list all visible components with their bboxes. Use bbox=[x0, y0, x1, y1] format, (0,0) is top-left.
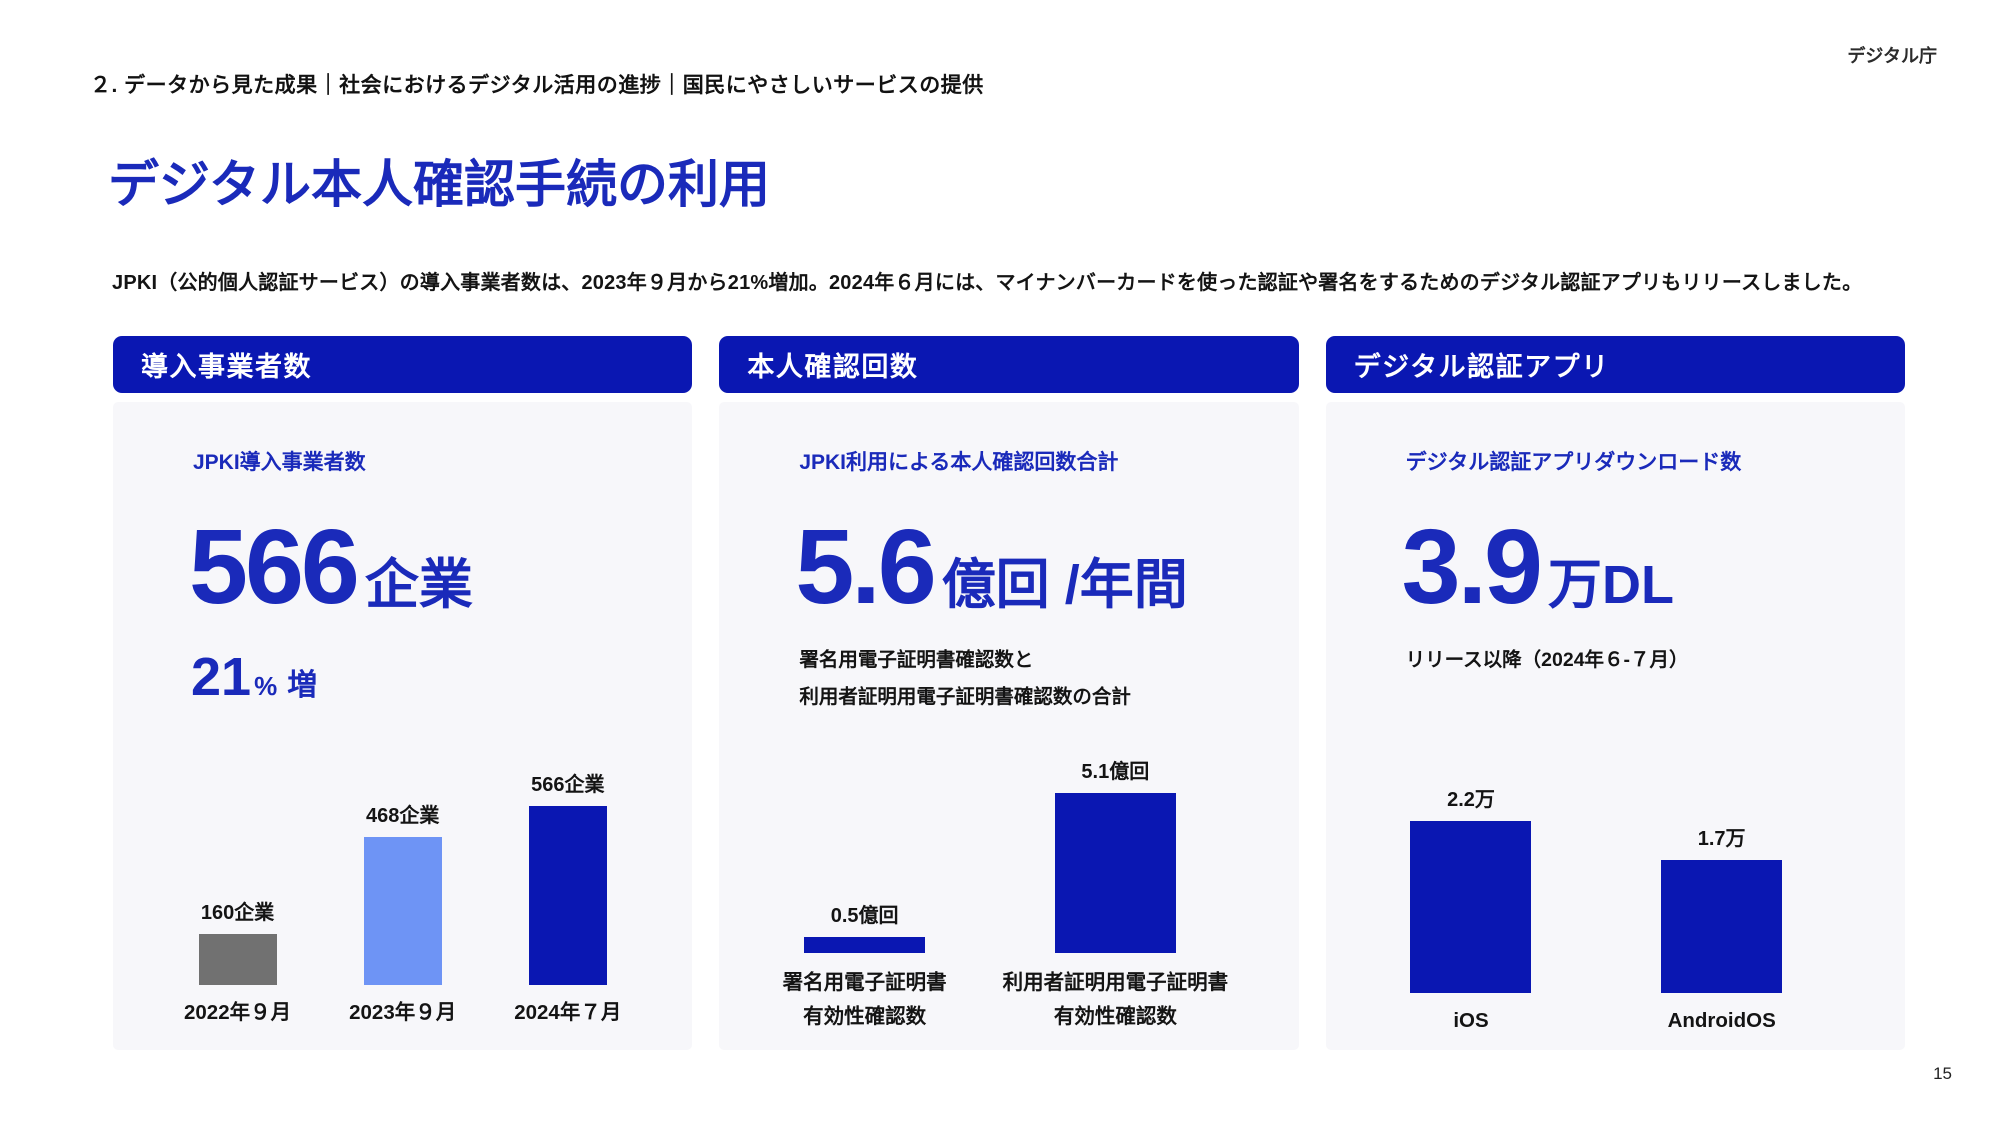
bar-value-label: 1.7万 bbox=[1697, 827, 1746, 850]
kpi-verifications: 5.6 億回 /年間 bbox=[795, 514, 1187, 620]
card-header-providers: 導入事業者数 bbox=[113, 336, 693, 393]
bar-category-label: 利用者証明用電子証明書 有効性確認数 bbox=[1002, 971, 1229, 1028]
bar bbox=[1054, 792, 1176, 953]
page-number: 15 bbox=[1933, 1064, 1952, 1083]
agency-logo: デジタル庁 bbox=[1847, 46, 1937, 66]
bar-value-label: 566企業 bbox=[531, 773, 605, 796]
kpi-unit: 億回 /年間 bbox=[941, 555, 1188, 615]
kpi-growth-unit: % bbox=[254, 671, 278, 701]
bar-chart-providers: 160企業 2022年９月 468企業 2023年９月 566企業 2024年７月 bbox=[155, 768, 650, 1028]
bar bbox=[528, 805, 607, 985]
card-auth-app: デジタル認証アプリ デジタル認証アプリダウンロード数 3.9 万DL リリース以… bbox=[1325, 336, 1905, 1050]
chart-column: 566企業 2024年７月 bbox=[485, 768, 650, 1028]
chart-column: 0.5億回署名用電子証明書 有効性確認数 bbox=[739, 899, 990, 1034]
breadcrumb: ２. データから見た成果｜社会におけるデジタル活用の進捗｜国民にやさしいサービス… bbox=[90, 74, 984, 97]
bar-category-label: iOS bbox=[1453, 1009, 1489, 1032]
card-header-auth-app: デジタル認証アプリ bbox=[1325, 336, 1905, 393]
card-subtitle: JPKI利用による本人確認回数合計 bbox=[799, 451, 1119, 474]
card-header-label: 本人確認回数 bbox=[747, 352, 919, 382]
bar-category-label: 2022年９月 bbox=[184, 1001, 292, 1024]
chart-column: 5.1億回利用者証明用電子証明書 有効性確認数 bbox=[990, 755, 1241, 1034]
card-body-auth-app: デジタル認証アプリダウンロード数 3.9 万DL リリース以降（2024年６-７… bbox=[1325, 402, 1905, 1050]
description: JPKI（公的個人認証サービス）の導入事業者数は、2023年９月から21%増加。… bbox=[112, 272, 1863, 294]
kpi-note: リリース以降（2024年６-７月） bbox=[1405, 649, 1689, 671]
bar-category-label: 2023年９月 bbox=[349, 1001, 457, 1024]
card-header-verifications: 本人確認回数 bbox=[719, 336, 1299, 393]
bar bbox=[1661, 859, 1783, 993]
bar-chart-verifications: 0.5億回 署名用電子証明書 有効性確認数 5.1億回 利用者証明用電子証明書 有効性確認… bbox=[739, 755, 1240, 1034]
bar-value-label: 160企業 bbox=[200, 902, 275, 925]
bar bbox=[363, 836, 442, 985]
bar-category-label: 署名用電子証明書 有効性確認数 bbox=[782, 971, 947, 1028]
bar-value-label: 5.1億回 bbox=[1081, 760, 1150, 783]
bar bbox=[1410, 820, 1532, 993]
card-subtitle: デジタル認証アプリダウンロード数 bbox=[1405, 451, 1742, 474]
card-body-verifications: JPKI利用による本人確認回数合計 5.6 億回 /年間 署名用電子証明書確認数… bbox=[719, 402, 1299, 1050]
chart-column: 2.2万 iOS bbox=[1346, 783, 1597, 1036]
chart-column: 468企業 2023年９月 bbox=[320, 799, 485, 1028]
kpi-value: 5.6 bbox=[795, 508, 936, 626]
kpi-growth-value: 21 bbox=[191, 647, 252, 707]
bar-value-label: 468企業 bbox=[365, 804, 440, 827]
bar-value-label: 0.5億回 bbox=[830, 905, 899, 928]
kpi-growth-suffix: 増 bbox=[287, 669, 318, 702]
kpi-growth: 21 % 増 bbox=[191, 650, 317, 704]
card-body-providers: JPKI導入事業者数 566 企業 21 % 増 160企業 2022年９月 468… bbox=[113, 402, 693, 1050]
bar-value-label: 2.2万 bbox=[1447, 788, 1495, 811]
card-header-label: 導入事業者数 bbox=[141, 352, 312, 382]
kpi-unit: 企業 bbox=[364, 555, 473, 615]
cards-row: 導入事業者数 JPKI導入事業者数 566 企業 21 % 増 160企業 202… bbox=[113, 336, 1905, 1050]
kpi-downloads: 3.9 万DL bbox=[1402, 514, 1674, 620]
bar-category-label: 2024年７月 bbox=[514, 1001, 622, 1024]
card-jpki-providers: 導入事業者数 JPKI導入事業者数 566 企業 21 % 増 160企業 202… bbox=[113, 336, 693, 1050]
card-verification-count: 本人確認回数 JPKI利用による本人確認回数合計 5.6 億回 /年間 署名用電… bbox=[719, 336, 1299, 1050]
bar bbox=[804, 937, 926, 953]
page-title: デジタル本人確認手続の利用 bbox=[108, 156, 770, 213]
chart-column: 1.7万 AndroidOS bbox=[1596, 822, 1847, 1036]
card-header-label: デジタル認証アプリ bbox=[1353, 352, 1610, 382]
kpi-value: 566 bbox=[189, 508, 360, 626]
card-subtitle: JPKI導入事業者数 bbox=[193, 451, 366, 474]
bar-chart-downloads: 2.2万 iOS 1.7万 AndroidOS bbox=[1346, 783, 1847, 1036]
chart-column: 160企業 2022年９月 bbox=[155, 896, 320, 1028]
kpi-providers: 566 企業 bbox=[189, 514, 473, 620]
bar-category-label: AndroidOS bbox=[1667, 1009, 1776, 1032]
kpi-note: 署名用電子証明書確認数と 利用者証明用電子証明書確認数の合計 bbox=[799, 649, 1131, 709]
kpi-unit: 万DL bbox=[1548, 555, 1674, 615]
kpi-value: 3.9 bbox=[1401, 508, 1543, 626]
bar bbox=[198, 934, 277, 985]
